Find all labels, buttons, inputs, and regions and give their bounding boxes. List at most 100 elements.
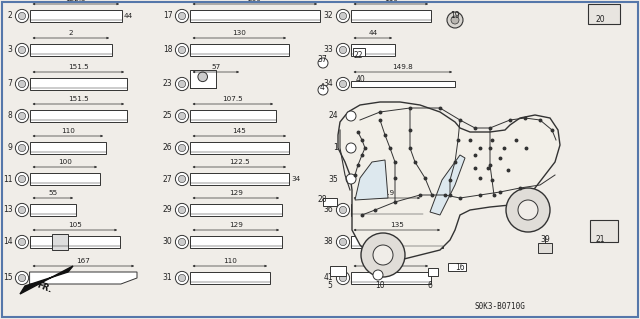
- Circle shape: [175, 204, 189, 217]
- Text: 28: 28: [317, 196, 327, 204]
- Text: S0K3-B0710G: S0K3-B0710G: [475, 302, 525, 311]
- Text: 41: 41: [324, 273, 333, 283]
- Circle shape: [175, 271, 189, 285]
- Text: 35: 35: [328, 174, 338, 183]
- Circle shape: [346, 174, 356, 184]
- Text: 37: 37: [317, 56, 327, 64]
- Text: 110: 110: [61, 128, 75, 134]
- Circle shape: [339, 238, 347, 246]
- Text: 110: 110: [384, 0, 397, 2]
- Text: 44: 44: [124, 13, 133, 19]
- Text: 129: 129: [229, 222, 243, 228]
- Bar: [351, 44, 395, 56]
- Circle shape: [451, 16, 459, 24]
- Circle shape: [373, 270, 383, 280]
- Text: 6: 6: [428, 280, 433, 290]
- Text: 1: 1: [333, 144, 338, 152]
- Bar: [189, 70, 216, 88]
- Text: 2: 2: [8, 11, 12, 20]
- Bar: [29, 204, 76, 216]
- Bar: [189, 236, 282, 248]
- Bar: [52, 234, 68, 250]
- Text: 3: 3: [8, 46, 12, 55]
- Text: 105: 105: [68, 222, 82, 228]
- Polygon shape: [355, 160, 388, 200]
- Text: 151.5: 151.5: [68, 96, 89, 102]
- Polygon shape: [430, 155, 465, 215]
- Text: 145: 145: [232, 128, 246, 134]
- Circle shape: [15, 271, 29, 285]
- FancyBboxPatch shape: [353, 48, 365, 56]
- Circle shape: [339, 274, 347, 282]
- Bar: [189, 272, 270, 284]
- Text: 14: 14: [3, 238, 12, 247]
- Circle shape: [179, 274, 186, 282]
- Circle shape: [175, 235, 189, 249]
- Bar: [189, 10, 320, 22]
- Text: 29: 29: [163, 205, 172, 214]
- Text: 16: 16: [455, 263, 465, 272]
- Bar: [351, 10, 431, 22]
- Text: 40: 40: [355, 76, 365, 85]
- Circle shape: [339, 46, 347, 54]
- Text: 13: 13: [3, 205, 12, 214]
- Text: 151.5: 151.5: [68, 64, 89, 70]
- Text: 30: 30: [163, 238, 172, 247]
- Circle shape: [447, 12, 463, 28]
- Text: 17: 17: [163, 11, 172, 20]
- Text: 130: 130: [232, 30, 246, 36]
- Text: FR.: FR.: [36, 281, 54, 295]
- Text: 122.5: 122.5: [229, 159, 250, 165]
- Text: 10: 10: [375, 280, 385, 290]
- Bar: [590, 220, 618, 242]
- Circle shape: [19, 238, 26, 246]
- Bar: [330, 266, 346, 276]
- Text: 26: 26: [163, 144, 172, 152]
- Text: 34: 34: [291, 176, 300, 182]
- Text: 32: 32: [324, 11, 333, 20]
- Circle shape: [19, 112, 26, 120]
- Bar: [351, 204, 423, 216]
- Bar: [428, 268, 438, 276]
- Bar: [351, 272, 431, 284]
- Text: 33: 33: [324, 46, 333, 55]
- Text: 4: 4: [319, 84, 324, 93]
- Text: 24: 24: [328, 112, 338, 121]
- Circle shape: [179, 206, 186, 214]
- Circle shape: [19, 206, 26, 214]
- Text: 39: 39: [540, 235, 550, 244]
- Circle shape: [19, 12, 26, 20]
- Text: 31: 31: [163, 273, 172, 283]
- Text: 24: 24: [386, 258, 396, 264]
- Bar: [29, 110, 127, 122]
- Text: 96.9: 96.9: [379, 190, 395, 196]
- Circle shape: [179, 12, 186, 20]
- Text: 7: 7: [8, 79, 12, 88]
- Polygon shape: [29, 272, 137, 284]
- Circle shape: [15, 9, 29, 23]
- Circle shape: [318, 85, 328, 95]
- Circle shape: [179, 80, 186, 88]
- Bar: [538, 243, 552, 253]
- Circle shape: [15, 204, 29, 217]
- Bar: [29, 173, 100, 185]
- Bar: [29, 10, 122, 22]
- Text: 167: 167: [76, 258, 90, 264]
- Text: 11: 11: [3, 174, 12, 183]
- Polygon shape: [338, 102, 560, 260]
- Circle shape: [15, 43, 29, 56]
- Bar: [189, 204, 282, 216]
- Circle shape: [19, 145, 26, 152]
- Text: 260: 260: [248, 0, 262, 2]
- Text: 44: 44: [368, 30, 378, 36]
- Text: 38: 38: [324, 238, 333, 247]
- Text: 55: 55: [48, 190, 58, 196]
- Circle shape: [15, 78, 29, 91]
- Text: 57: 57: [211, 64, 220, 70]
- Circle shape: [179, 112, 186, 120]
- Text: 129: 129: [229, 190, 243, 196]
- Text: 9: 9: [8, 144, 12, 152]
- Text: 110: 110: [223, 258, 237, 264]
- Circle shape: [175, 109, 189, 122]
- Circle shape: [175, 43, 189, 56]
